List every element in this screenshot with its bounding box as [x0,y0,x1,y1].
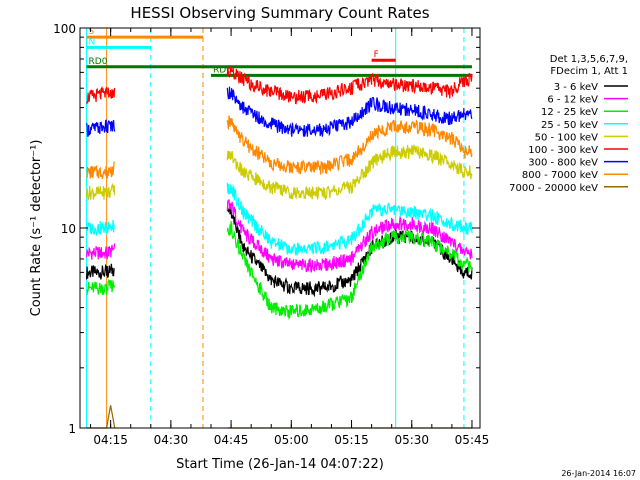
x-tick-label-5: 05:30 [394,433,429,447]
x-tick-label-1: 04:30 [154,433,189,447]
footer-date: 26-Jan-2014 16:07 [561,469,636,478]
legend-entry-7: 800 - 7000 keV [522,170,598,181]
series-line-5 [86,66,473,105]
y-axis: 1 10 100 [53,22,480,436]
x-axis: 04:15 04:30 04:45 05:00 05:15 05:30 05:45 [90,28,490,447]
series-line-4 [86,144,473,202]
chart-title: HESSI Observing Summary Count Rates [130,4,429,22]
legend-entry-3: 25 - 50 keV [541,120,598,131]
x-tick-label-0: 04:15 [93,433,128,447]
plot-area: SN RD0 RD6 F [86,27,473,429]
y-axis-label: Count Rate (s⁻¹ detector⁻¹) [29,140,44,317]
legend-header-0: Det 1,3,5,6,7,9, [550,54,628,65]
annotation-label-1: N [89,37,96,47]
legend: Det 1,3,5,6,7,9,FDecim 1, Att 1 3 - 6 keV… [509,54,628,194]
legend-entry-5: 100 - 300 keV [528,145,598,156]
x-tick-label-4: 05:15 [334,433,369,447]
annotation-label-2: RD0 [89,57,108,67]
series-line-7 [86,115,473,179]
series-line-6 [86,86,473,137]
legend-entry-8: 7000 - 20000 keV [509,183,598,194]
annotation-label-4: F [374,50,379,60]
legend-entry-0: 3 - 6 keV [554,82,598,93]
x-tick-label-6: 05:45 [455,433,490,447]
legend-entry-2: 12 - 25 keV [541,107,598,118]
annotation-label-3: RD6 [213,65,232,75]
y-tick-label-1: 10 [61,222,76,236]
series-line-3 [86,182,473,256]
series-line-2 [86,220,473,321]
y-tick-label-0: 1 [68,422,76,436]
series-line-1 [86,199,473,273]
legend-header-1: FDecim 1, Att 1 [550,66,628,77]
y-tick-label-2: 100 [53,22,76,36]
x-tick-label-2: 04:45 [214,433,249,447]
annotation-label-0: S [89,27,95,37]
legend-entry-4: 50 - 100 keV [535,132,599,143]
x-tick-label-3: 05:00 [274,433,309,447]
legend-entry-6: 300 - 800 keV [528,158,598,169]
x-axis-label: Start Time (26-Jan-14 04:07:22) [176,457,384,472]
series-line-8 [86,405,472,429]
legend-entry-1: 6 - 12 keV [547,95,598,106]
